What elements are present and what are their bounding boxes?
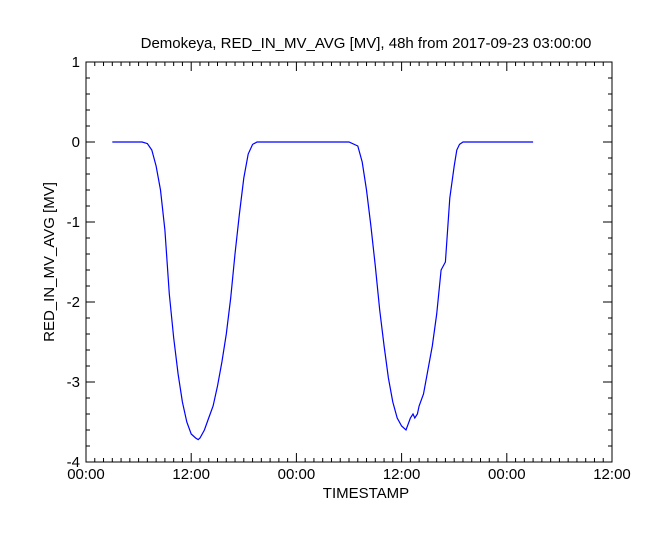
x-tick-label: 00:00 — [488, 466, 526, 483]
y-tick-label: -4 — [67, 454, 80, 471]
tick-labels: 00:00 12:00 00:00 12:00 00:00 12:00 -4 -3 -2 -1 0 1 — [67, 54, 631, 483]
series-line — [112, 141, 534, 441]
plot-frame — [85, 61, 613, 463]
y-tick-label: 1 — [72, 54, 80, 71]
y-tick-label: -2 — [67, 294, 80, 311]
x-tick-label: 12:00 — [172, 466, 210, 483]
x-tick-label: 12:00 — [383, 466, 421, 483]
chart-title: Demokeya, RED_IN_MV_AVG [MV], 48h from 2… — [141, 35, 592, 52]
y-tick-label: -3 — [67, 374, 80, 391]
axes — [85, 61, 613, 463]
x-tick-label: 00:00 — [67, 466, 105, 483]
y-tick-label: 0 — [72, 134, 80, 151]
x-axis-label: TIMESTAMP — [323, 485, 409, 502]
y-tick-label: -1 — [67, 214, 80, 231]
y-axis-label: RED_IN_MV_AVG [MV] — [41, 182, 58, 342]
ticks — [85, 61, 613, 463]
x-tick-label: 00:00 — [278, 466, 316, 483]
x-tick-label: 12:00 — [593, 466, 631, 483]
